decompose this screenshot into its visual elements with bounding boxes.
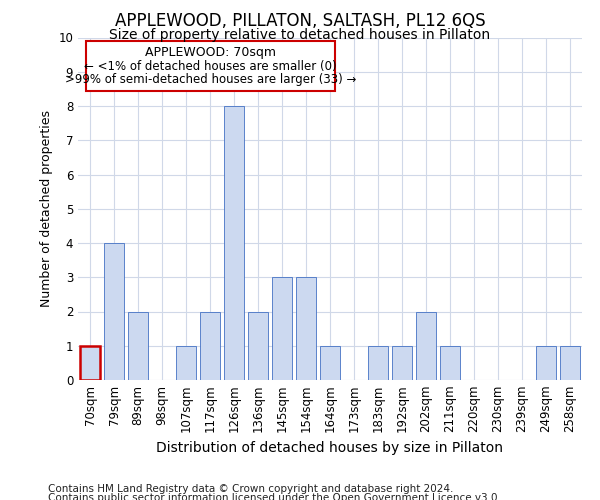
Text: Size of property relative to detached houses in Pillaton: Size of property relative to detached ho… xyxy=(109,28,491,42)
Text: ← <1% of detached houses are smaller (0): ← <1% of detached houses are smaller (0) xyxy=(84,60,337,73)
Text: Contains public sector information licensed under the Open Government Licence v3: Contains public sector information licen… xyxy=(48,493,501,500)
X-axis label: Distribution of detached houses by size in Pillaton: Distribution of detached houses by size … xyxy=(157,441,503,455)
Bar xyxy=(560,346,580,380)
Bar xyxy=(320,346,340,380)
Text: Contains HM Land Registry data © Crown copyright and database right 2024.: Contains HM Land Registry data © Crown c… xyxy=(48,484,454,494)
Text: APPLEWOOD: 70sqm: APPLEWOOD: 70sqm xyxy=(145,46,276,59)
Bar xyxy=(128,312,148,380)
Bar xyxy=(80,346,100,380)
Text: >99% of semi-detached houses are larger (33) →: >99% of semi-detached houses are larger … xyxy=(65,74,356,86)
Bar xyxy=(392,346,412,380)
Bar xyxy=(248,312,268,380)
Bar xyxy=(200,312,220,380)
Bar xyxy=(536,346,556,380)
Bar xyxy=(176,346,196,380)
Bar xyxy=(104,243,124,380)
Bar xyxy=(224,106,244,380)
FancyBboxPatch shape xyxy=(86,41,335,90)
Bar xyxy=(368,346,388,380)
Bar xyxy=(440,346,460,380)
Bar xyxy=(272,277,292,380)
Bar xyxy=(296,277,316,380)
Bar xyxy=(416,312,436,380)
Y-axis label: Number of detached properties: Number of detached properties xyxy=(40,110,53,307)
Text: APPLEWOOD, PILLATON, SALTASH, PL12 6QS: APPLEWOOD, PILLATON, SALTASH, PL12 6QS xyxy=(115,12,485,30)
